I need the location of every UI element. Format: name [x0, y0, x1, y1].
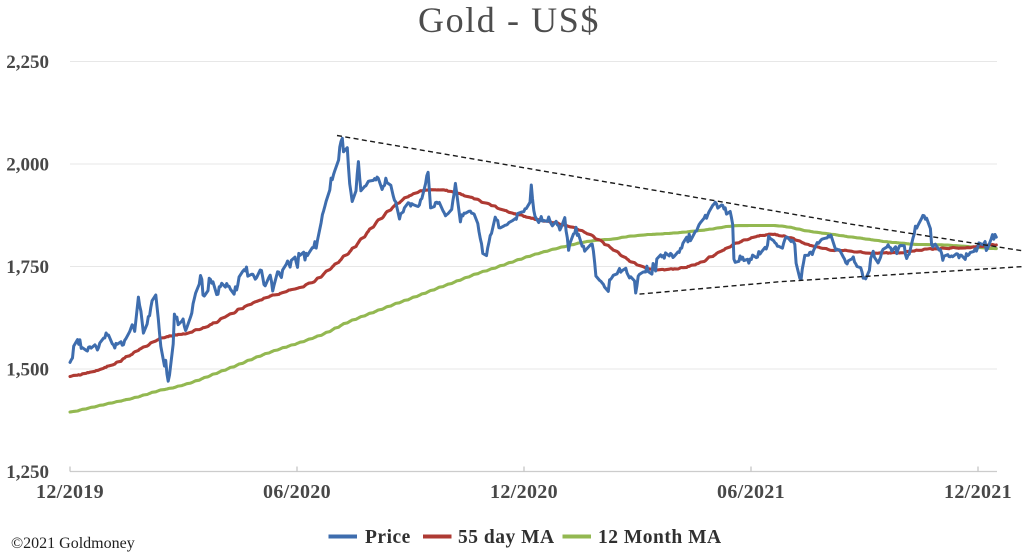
svg-text:06/2021: 06/2021 — [717, 481, 785, 503]
svg-text:Price: Price — [365, 527, 411, 548]
svg-text:12/2019: 12/2019 — [36, 481, 104, 503]
svg-text:12/2020: 12/2020 — [490, 481, 558, 503]
svg-text:2,250: 2,250 — [6, 52, 49, 73]
svg-text:©2021 Goldmoney: ©2021 Goldmoney — [11, 535, 135, 552]
svg-text:55 day MA: 55 day MA — [458, 527, 555, 548]
svg-text:1,250: 1,250 — [6, 462, 49, 483]
svg-text:2,000: 2,000 — [6, 155, 49, 176]
svg-text:1,500: 1,500 — [6, 360, 49, 381]
svg-text:Gold - US$: Gold - US$ — [418, 0, 600, 40]
svg-text:12 Month MA: 12 Month MA — [598, 527, 722, 548]
svg-text:06/2020: 06/2020 — [263, 481, 331, 503]
svg-text:12/2021: 12/2021 — [944, 481, 1012, 503]
svg-text:1,750: 1,750 — [6, 257, 49, 278]
